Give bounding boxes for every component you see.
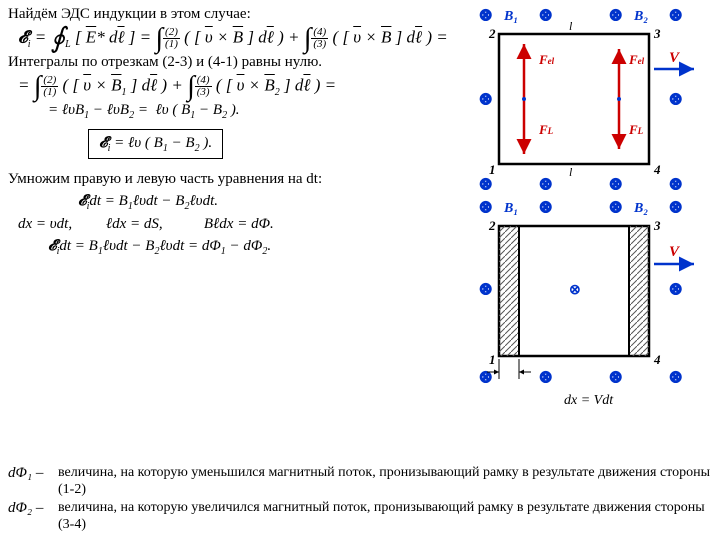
content-left: Найдём ЭДС индукции в этом случае: 𝓔i = … xyxy=(8,6,468,257)
svg-text:2: 2 xyxy=(488,218,496,233)
svg-text:⊗: ⊗ xyxy=(479,91,492,108)
svg-text:Fel: Fel xyxy=(538,52,555,67)
svg-text:⊗: ⊗ xyxy=(669,91,682,108)
svg-text:FL: FL xyxy=(538,122,554,137)
mult-line: Умножим правую и левую часть уравнения н… xyxy=(8,171,468,188)
diagram-area: ⊗ ⊗ ⊗ ⊗ B₁ B₂ 2 3 1 4 l Fel Fel FL FL V ⊗ ⊗… xyxy=(469,4,714,429)
equation-1: 𝓔i = ∮L [ E* dℓ ] = ∫(2)(1) ( [ υ × B ] … xyxy=(18,27,468,50)
svg-text:B₂: B₂ xyxy=(633,201,648,216)
svg-text:⊗: ⊗ xyxy=(539,7,552,24)
equation-2: = ∫(2)(1) ( [ υ × B1 ] dℓ ) + ∫(4)(3) ( … xyxy=(18,75,468,98)
svg-text:⊗: ⊗ xyxy=(669,199,682,216)
svg-text:dx = Vdt: dx = Vdt xyxy=(564,393,614,408)
svg-text:1: 1 xyxy=(489,162,496,177)
equation-4: 𝓔i = ℓυ ( B1 − B2 ). xyxy=(88,129,223,159)
svg-text:2: 2 xyxy=(488,26,496,41)
svg-text:4: 4 xyxy=(653,352,661,367)
svg-text:⊗: ⊗ xyxy=(479,281,492,298)
svg-text:FL: FL xyxy=(628,122,644,137)
svg-text:1: 1 xyxy=(489,352,496,367)
svg-text:⊗: ⊗ xyxy=(609,369,622,386)
svg-text:⊗: ⊗ xyxy=(539,369,552,386)
svg-text:⊗: ⊗ xyxy=(669,369,682,386)
svg-text:V: V xyxy=(669,244,681,260)
svg-text:B₁: B₁ xyxy=(503,9,518,24)
svg-text:B₂: B₂ xyxy=(633,9,648,24)
svg-text:⊗: ⊗ xyxy=(569,281,581,297)
svg-text:⊗: ⊗ xyxy=(479,199,492,216)
svg-text:⊗: ⊗ xyxy=(609,7,622,24)
svg-text:⊗: ⊗ xyxy=(669,176,682,193)
svg-text:⊗: ⊗ xyxy=(479,7,492,24)
svg-text:3: 3 xyxy=(653,218,661,233)
note1-label: dΦ₁ – xyxy=(8,465,58,482)
equation-6: dx = υdt, ℓdx = dS, Bℓdx = dΦ. xyxy=(18,216,468,233)
note2-text: величина, на которую увеличился магнитны… xyxy=(58,500,712,534)
svg-text:⊗: ⊗ xyxy=(539,199,552,216)
svg-text:⊗: ⊗ xyxy=(479,176,492,193)
svg-text:3: 3 xyxy=(653,26,661,41)
svg-text:l: l xyxy=(569,19,573,33)
svg-text:⊗: ⊗ xyxy=(539,176,552,193)
physics-diagram: ⊗ ⊗ ⊗ ⊗ B₁ B₂ 2 3 1 4 l Fel Fel FL FL V ⊗ ⊗… xyxy=(469,4,714,429)
equation-5: 𝓔idt = B1ℓυdt − B2ℓυdt. xyxy=(78,192,468,212)
bottom-notes: dΦ₁ – величина, на которую уменьшился ма… xyxy=(8,463,712,536)
note1-text: величина, на которую уменьшился магнитны… xyxy=(58,465,712,499)
equation-7: 𝓔idt = B1ℓυdt − B2ℓυdt = dΦ1 − dΦ2. xyxy=(48,237,468,257)
svg-text:⊗: ⊗ xyxy=(609,176,622,193)
note2-label: dΦ₂ – xyxy=(8,500,58,517)
svg-text:l: l xyxy=(569,165,573,179)
svg-text:Fel: Fel xyxy=(628,52,645,67)
svg-text:⊗: ⊗ xyxy=(669,7,682,24)
svg-text:V: V xyxy=(669,50,681,66)
equation-3: = ℓυB1 − ℓυB2 = ℓυ ( B1 − B2 ). xyxy=(48,102,468,121)
svg-text:4: 4 xyxy=(653,162,661,177)
title: Найдём ЭДС индукции в этом случае: xyxy=(8,6,468,23)
svg-text:⊗: ⊗ xyxy=(669,281,682,298)
svg-text:B₁: B₁ xyxy=(503,201,518,216)
svg-text:⊗: ⊗ xyxy=(609,199,622,216)
mid-line: Интегралы по отрезкам (2-3) и (4-1) равн… xyxy=(8,54,468,71)
